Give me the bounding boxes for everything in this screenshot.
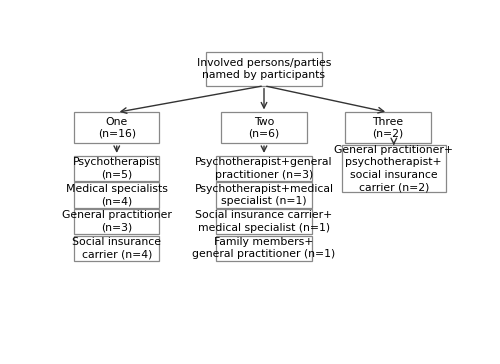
FancyBboxPatch shape [216, 182, 312, 207]
Text: Involved persons/parties
named by participants: Involved persons/parties named by partic… [197, 58, 331, 80]
Text: Psychotherapist+general
practitioner (n=3): Psychotherapist+general practitioner (n=… [195, 157, 333, 179]
FancyBboxPatch shape [74, 209, 160, 234]
FancyBboxPatch shape [346, 112, 430, 143]
FancyBboxPatch shape [216, 156, 312, 181]
FancyBboxPatch shape [74, 182, 160, 207]
Text: General practitioner+
psychotherapist+
social insurance
carrier (n=2): General practitioner+ psychotherapist+ s… [334, 145, 454, 192]
Text: Psychotherapist
(n=5): Psychotherapist (n=5) [74, 157, 160, 179]
FancyBboxPatch shape [222, 112, 306, 143]
Text: Social insurance
carrier (n=4): Social insurance carrier (n=4) [72, 237, 161, 260]
FancyBboxPatch shape [74, 156, 160, 181]
Text: Three
(n=2): Three (n=2) [372, 116, 404, 139]
FancyBboxPatch shape [74, 236, 160, 261]
FancyBboxPatch shape [206, 52, 322, 86]
Text: Social insurance carrier+
medical specialist (n=1): Social insurance carrier+ medical specia… [196, 210, 332, 233]
Text: One
(n=16): One (n=16) [98, 116, 136, 139]
Text: General practitioner
(n=3): General practitioner (n=3) [62, 210, 172, 233]
FancyBboxPatch shape [342, 145, 446, 191]
FancyBboxPatch shape [216, 236, 312, 261]
Text: Two
(n=6): Two (n=6) [248, 116, 280, 139]
FancyBboxPatch shape [216, 209, 312, 234]
FancyBboxPatch shape [74, 112, 160, 143]
Text: Psychotherapist+medical
specialist (n=1): Psychotherapist+medical specialist (n=1) [194, 184, 334, 206]
Text: Family members+
general practitioner (n=1): Family members+ general practitioner (n=… [192, 237, 336, 260]
Text: Medical specialists
(n=4): Medical specialists (n=4) [66, 184, 168, 206]
